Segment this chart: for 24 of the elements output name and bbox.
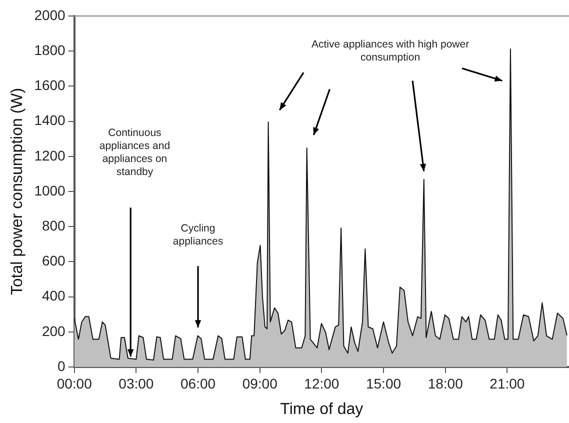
y-tick-label: 0 bbox=[58, 358, 66, 374]
x-tick-label: 06:00 bbox=[180, 375, 216, 392]
y-tick-label: 1800 bbox=[34, 42, 66, 58]
x-tick-label: 12:00 bbox=[304, 375, 340, 392]
y-tick-label: 1200 bbox=[34, 147, 66, 164]
y-tick-label: 1000 bbox=[34, 182, 66, 198]
x-tick-label: 18:00 bbox=[428, 375, 464, 392]
annotation: Cycling appliances bbox=[172, 222, 224, 248]
x-tick-label: 15:00 bbox=[366, 375, 402, 392]
x-tick-label: 03:00 bbox=[118, 375, 154, 392]
x-axis-title: Time of day bbox=[280, 400, 364, 418]
y-tick-label: 400 bbox=[42, 288, 66, 304]
y-axis-title: Total power consumption (W) bbox=[9, 88, 26, 296]
y-tick-label: 1400 bbox=[34, 112, 66, 128]
x-tick-label: 21:00 bbox=[490, 375, 525, 392]
x-tick-label: 09:00 bbox=[242, 375, 278, 392]
y-tick-label: 1600 bbox=[34, 77, 66, 94]
y-tick-label: 2000 bbox=[34, 6, 66, 23]
annotation: Active appliances with high power consumption bbox=[312, 38, 470, 64]
x-tick-label: 00:00 bbox=[56, 375, 92, 392]
y-tick-label: 200 bbox=[42, 322, 66, 339]
annotation: Continuous appliances and appliances on standby bbox=[99, 126, 170, 178]
y-tick-label: 800 bbox=[42, 217, 66, 234]
y-tick-label: 600 bbox=[42, 252, 66, 269]
